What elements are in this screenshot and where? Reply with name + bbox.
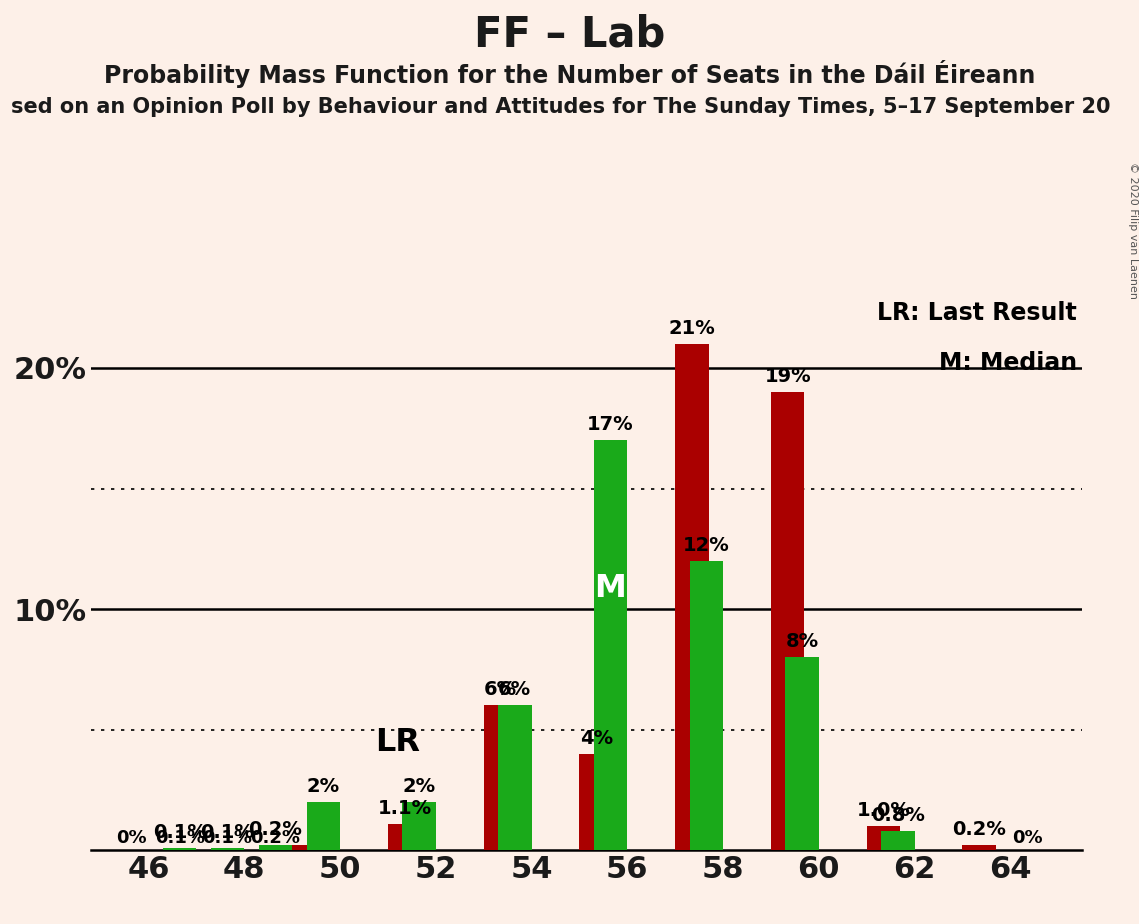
Text: 21%: 21%	[669, 319, 715, 338]
Bar	[675, 344, 708, 850]
Text: FF – Lab: FF – Lab	[474, 14, 665, 55]
Bar	[962, 845, 995, 850]
Text: LR: Last Result: LR: Last Result	[877, 301, 1077, 325]
Bar	[293, 845, 326, 850]
Text: 0.2%: 0.2%	[251, 829, 301, 847]
Text: 0.8%: 0.8%	[871, 806, 925, 825]
Bar	[593, 441, 628, 850]
Text: 1.1%: 1.1%	[378, 798, 432, 818]
Text: 4%: 4%	[580, 729, 613, 748]
Bar	[484, 705, 517, 850]
Text: 0.2%: 0.2%	[952, 821, 1006, 839]
Text: 0.1%: 0.1%	[155, 829, 205, 847]
Bar	[163, 847, 196, 850]
Text: LR: LR	[375, 727, 420, 759]
Text: M: M	[595, 573, 626, 604]
Bar	[211, 847, 244, 850]
Text: 12%: 12%	[683, 536, 730, 554]
Text: © 2020 Filip van Laenen: © 2020 Filip van Laenen	[1129, 163, 1138, 299]
Text: Probability Mass Function for the Number of Seats in the Dáil Éireann: Probability Mass Function for the Number…	[104, 60, 1035, 88]
Bar	[580, 754, 613, 850]
Text: 0.1%: 0.1%	[153, 822, 206, 842]
Text: 0%: 0%	[1011, 829, 1042, 847]
Bar	[771, 392, 804, 850]
Bar	[259, 845, 293, 850]
Text: sed on an Opinion Poll by Behaviour and Attitudes for The Sunday Times, 5–17 Sep: sed on an Opinion Poll by Behaviour and …	[11, 97, 1111, 117]
Text: 19%: 19%	[764, 367, 811, 386]
Text: 2%: 2%	[306, 777, 339, 796]
Text: 0%: 0%	[116, 829, 147, 847]
Bar	[498, 705, 532, 850]
Bar	[388, 823, 421, 850]
Bar	[689, 561, 723, 850]
Bar	[402, 802, 436, 850]
Text: 8%: 8%	[786, 632, 819, 651]
Text: 6%: 6%	[498, 680, 531, 699]
Text: 0.1%: 0.1%	[200, 822, 254, 842]
Text: 6%: 6%	[484, 680, 517, 699]
Bar	[867, 826, 900, 850]
Text: 2%: 2%	[402, 777, 435, 796]
Bar	[306, 802, 341, 850]
Text: 1.0%: 1.0%	[857, 801, 910, 820]
Text: 0.1%: 0.1%	[203, 829, 253, 847]
Bar	[785, 657, 819, 850]
Text: 0.2%: 0.2%	[248, 821, 302, 839]
Text: M: Median: M: Median	[939, 351, 1077, 375]
Text: 17%: 17%	[588, 415, 633, 434]
Bar	[880, 831, 915, 850]
